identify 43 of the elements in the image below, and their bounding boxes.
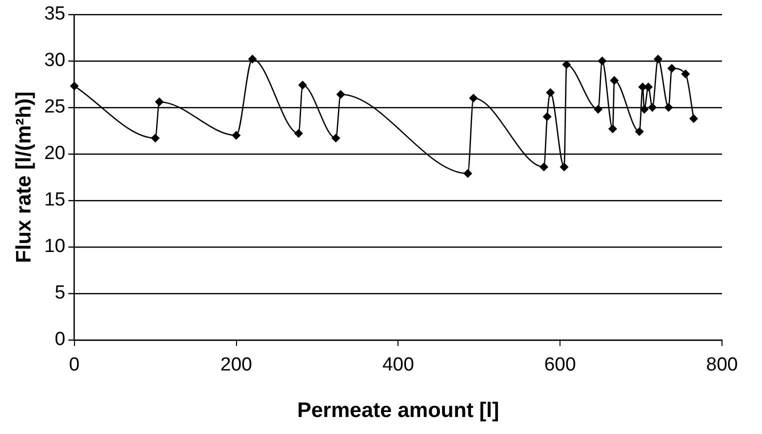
point [681, 70, 690, 78]
point [690, 114, 698, 123]
point [248, 54, 257, 64]
y-tick-label: 20 [44, 143, 66, 164]
y-tick-label: 30 [44, 50, 66, 72]
point [635, 127, 644, 136]
point [540, 162, 548, 172]
point [546, 88, 555, 97]
point [648, 103, 657, 112]
point [151, 134, 160, 142]
point [294, 129, 303, 138]
x-tick-label: 600 [544, 354, 576, 376]
y-tick-label: 0 [54, 329, 66, 350]
y-tick-label: 35 [44, 4, 66, 25]
point [469, 94, 478, 102]
point [654, 54, 662, 64]
point [668, 64, 676, 73]
point [562, 60, 571, 69]
y-tick-label: 15 [44, 190, 66, 211]
point [598, 56, 606, 66]
point [664, 103, 673, 112]
point [336, 90, 345, 99]
y-tick-label: 5 [54, 282, 66, 304]
y-axis-title: Flux rate [l/(m²h)] [12, 91, 36, 263]
x-tick-label: 800 [706, 354, 738, 376]
y-tick-label: 25 [44, 96, 66, 118]
point [298, 80, 307, 90]
point [640, 105, 648, 114]
x-axis-title: Permeate amount [l] [297, 399, 500, 422]
point [332, 134, 340, 142]
x-tick-label: 200 [220, 354, 252, 376]
point [608, 124, 617, 133]
point [70, 82, 78, 90]
x-tick-label: 400 [382, 354, 414, 376]
point [610, 76, 618, 85]
point [542, 112, 552, 121]
point [560, 162, 568, 172]
point [232, 131, 240, 140]
y-tick-label: 10 [44, 236, 66, 258]
x-tick-label: 0 [69, 354, 80, 376]
point [155, 98, 164, 106]
point [594, 105, 602, 114]
point [464, 169, 472, 178]
